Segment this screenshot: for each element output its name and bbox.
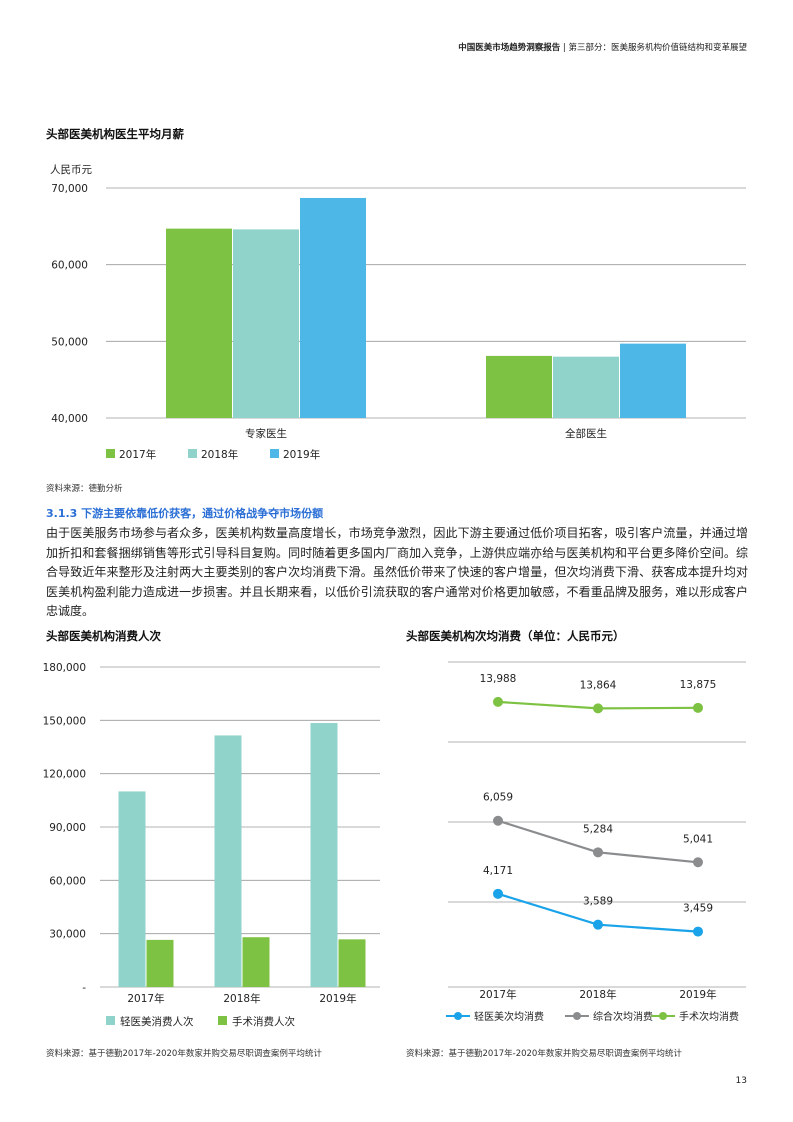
y-tick-label: 70,000 [51, 183, 88, 195]
bar [310, 723, 338, 987]
data-point [593, 703, 603, 714]
y-tick-label: 150,000 [43, 715, 86, 727]
visits-chart: - 30,000 60,000 90,000 120,000 150,000 180,000… [43, 662, 380, 1028]
data-point [593, 919, 603, 930]
bar [620, 343, 686, 418]
bar [233, 229, 299, 418]
legend-label: 2019年 [283, 448, 320, 461]
bar [166, 228, 232, 418]
data-label: 6,059 [483, 792, 513, 804]
x-tick-label: 专家医生 [245, 427, 287, 440]
page-number: 13 [735, 1076, 747, 1086]
legend-swatch [270, 449, 279, 458]
x-tick-label: 2019年 [679, 988, 716, 1001]
chart2-source: 资料来源：基于德勤2017年-2020年数家并购交易尽职调查案例平均统计 [46, 1049, 322, 1059]
x-tick-label: 2017年 [127, 992, 164, 1005]
legend-label: 手术次均消费 [679, 1010, 739, 1023]
data-point [693, 857, 703, 868]
header-separator: | [560, 43, 569, 53]
legend-marker [659, 1012, 667, 1020]
data-point [493, 815, 503, 826]
data-point [493, 696, 503, 707]
y-tick-label: 30,000 [49, 929, 86, 941]
y-axis-label: 人民币元 [50, 164, 92, 176]
data-point [593, 847, 603, 858]
legend-label: 2018年 [201, 448, 238, 461]
bar [242, 937, 270, 987]
legend-marker [573, 1012, 581, 1020]
running-header: 中国医美市场趋势洞察报告 | 第三部分：医美服务机构价值链结构和变革展望 [458, 41, 747, 53]
y-tick-label: 60,000 [49, 875, 86, 887]
legend-swatch [106, 1016, 115, 1025]
bar [214, 735, 242, 987]
bar [486, 355, 552, 418]
legend-marker [454, 1012, 462, 1020]
data-label: 5,041 [683, 833, 713, 845]
legend-label: 手术消费人次 [232, 1015, 295, 1028]
y-tick-label: 180,000 [43, 662, 86, 674]
data-point [493, 888, 503, 899]
bar [338, 939, 366, 987]
y-tick-label: 50,000 [51, 336, 88, 348]
legend-swatch [106, 449, 115, 458]
legend-label: 综合次均消费 [593, 1010, 653, 1023]
chart1-source: 资料来源：德勤分析 [46, 484, 123, 494]
data-label: 13,988 [480, 673, 517, 685]
data-label: 13,875 [680, 679, 717, 691]
section-paragraph: 由于医美服务市场参与者众多，医美机构数量高度增长，市场竞争激烈，因此下游主要通过… [46, 526, 748, 618]
header-section-title: 第三部分：医美服务机构价值链结构和变革展望 [568, 43, 747, 53]
y-tick-label: 120,000 [43, 769, 86, 781]
header-report-title: 中国医美市场趋势洞察报告 [458, 43, 561, 53]
legend-label: 轻医美消费人次 [120, 1015, 194, 1028]
legend-swatch [218, 1016, 227, 1025]
data-label: 4,171 [483, 865, 513, 877]
avg-spend-chart: 4,171 3,589 3,459 6,059 5,284 5,041 13,988 13,8… [446, 661, 746, 1023]
bar [300, 197, 366, 418]
bar [146, 939, 174, 987]
chart2-title: 头部医美机构消费人次 [46, 629, 161, 643]
y-tick-label: 90,000 [49, 822, 86, 834]
salary-chart: 人民币元 40,000 50,000 60,000 70,000 专家医生 全部医生 2017… [50, 164, 746, 461]
legend-label: 轻医美次均消费 [474, 1010, 544, 1023]
x-tick-label: 全部医生 [565, 427, 607, 440]
y-tick-label: 60,000 [51, 260, 88, 272]
legend-swatch [188, 449, 197, 458]
bar [553, 356, 619, 418]
legend-label: 2017年 [119, 448, 156, 461]
data-label: 5,284 [583, 823, 613, 835]
x-tick-label: 2018年 [579, 988, 616, 1001]
chart3-source: 资料来源：基于德勤2017年-2020年数家并购交易尽职调查案例平均统计 [406, 1049, 682, 1059]
data-point [693, 926, 703, 937]
data-label: 3,589 [583, 896, 613, 908]
chart3-title: 头部医美机构次均消费（单位：人民币元） [406, 629, 625, 643]
section-subheading: 3.1.3 下游主要依靠低价获客，通过价格战争夺市场份额 [46, 507, 324, 520]
data-point [693, 702, 703, 713]
x-tick-label: 2017年 [479, 988, 516, 1001]
bar [118, 791, 146, 987]
data-label: 3,459 [683, 903, 713, 915]
chart1-title: 头部医美机构医生平均月薪 [46, 127, 184, 141]
data-label: 13,864 [580, 679, 617, 691]
x-tick-label: 2019年 [319, 992, 356, 1005]
y-tick-label: 40,000 [51, 413, 88, 425]
y-tick-label: - [82, 982, 86, 994]
x-tick-label: 2018年 [223, 992, 260, 1005]
